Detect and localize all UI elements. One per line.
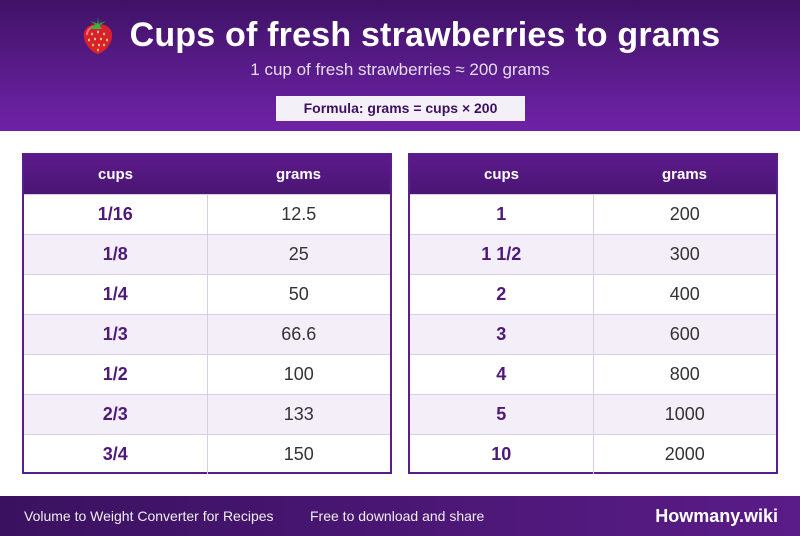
- cups-cell: 1 1/2: [410, 235, 594, 274]
- grams-cell: 150: [283, 444, 314, 464]
- brand-logo-text[interactable]: Howmany.wiki: [655, 506, 778, 526]
- grams-cell: 800: [669, 364, 700, 384]
- column-header-cups: cups: [97, 166, 133, 183]
- strawberry-icon: [80, 15, 116, 55]
- grams-cell: 600: [669, 324, 700, 344]
- grams-cell: 50: [288, 284, 309, 304]
- grams-cell: 400: [669, 284, 700, 304]
- grams-cell: 133: [283, 404, 314, 424]
- footer: Volume to Weight Converter for Recipes F…: [0, 496, 800, 536]
- table-row: 2/3 133: [24, 394, 390, 434]
- table-header: cups grams: [410, 155, 776, 194]
- table-row: 1/8 25: [24, 234, 390, 274]
- cups-cell: 3/4: [24, 435, 208, 474]
- table-row: 1/3 66.6: [24, 314, 390, 354]
- cups-cell: 5: [410, 395, 594, 434]
- cups-cell: 2: [410, 275, 594, 314]
- cups-cell: 3: [410, 315, 594, 354]
- cups-cell: 1/3: [24, 315, 208, 354]
- table-row: 3/4 150: [24, 434, 390, 474]
- grams-cell: 25: [288, 244, 309, 264]
- table-row: 2 400: [410, 274, 776, 314]
- column-header-cups: cups: [483, 166, 519, 183]
- table-row: 1/16 12.5: [24, 194, 390, 234]
- table-row: 3 600: [410, 314, 776, 354]
- table-row: 1 1/2 300: [410, 234, 776, 274]
- table-row: 5 1000: [410, 394, 776, 434]
- table-row: 4 800: [410, 354, 776, 394]
- cups-cell: 10: [410, 435, 594, 474]
- formula-box: Formula: grams = cups × 200: [276, 96, 525, 121]
- table-row: 10 2000: [410, 434, 776, 474]
- cups-cell: 1/4: [24, 275, 208, 314]
- grams-cell: 1000: [664, 404, 705, 424]
- grams-cell: 12.5: [281, 204, 317, 224]
- grams-cell: 300: [669, 244, 700, 264]
- cups-cell: 1/16: [24, 195, 208, 234]
- footer-note: Free to download and share: [310, 508, 485, 524]
- footer-tagline: Volume to Weight Converter for Recipes: [24, 508, 274, 524]
- table-row: 1 200: [410, 194, 776, 234]
- grams-cell: 2000: [664, 444, 705, 464]
- grams-cell: 66.6: [281, 324, 317, 344]
- cups-cell: 1: [410, 195, 594, 234]
- grams-cell: 100: [283, 364, 314, 384]
- page-title: Cups of fresh strawberries to grams: [129, 15, 721, 54]
- cups-cell: 4: [410, 355, 594, 394]
- table-header: cups grams: [24, 155, 390, 194]
- conversion-table-right: cups grams 1 200 1 1/2 300 2 400 3 600 4…: [408, 153, 778, 474]
- cups-cell: 2/3: [24, 395, 208, 434]
- cups-cell: 1/2: [24, 355, 208, 394]
- header: Cups of fresh strawberries to grams 1 cu…: [0, 0, 800, 131]
- grams-cell: 200: [669, 204, 700, 224]
- column-header-grams: grams: [661, 166, 708, 183]
- conversion-table-left: cups grams 1/16 12.5 1/8 25 1/4 50 1/3 6…: [22, 153, 392, 474]
- cups-cell: 1/8: [24, 235, 208, 274]
- subtitle: 1 cup of fresh strawberries ≈ 200 grams: [250, 60, 550, 79]
- table-row: 1/4 50: [24, 274, 390, 314]
- title-row: Cups of fresh strawberries to grams: [0, 12, 800, 58]
- table-row: 1/2 100: [24, 354, 390, 394]
- column-header-grams: grams: [275, 166, 322, 183]
